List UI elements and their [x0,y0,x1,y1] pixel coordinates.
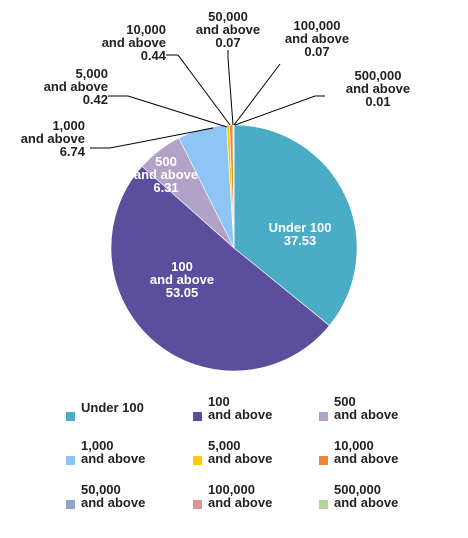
legend-swatch-7 [66,500,75,509]
legend-swatch-1 [66,412,75,421]
legend-label-1: Under 100 [81,400,144,415]
legend-label-7: 50,000 and above [81,482,145,510]
legend-swatch-4 [66,456,75,465]
slice-label-6: 10,000 and above 0.44 [102,22,167,63]
legend-swatch-5 [193,456,202,465]
slice-label-4: 1,000 and above 6.74 [21,118,86,159]
slice-label-1: Under 100 37.53 [269,220,332,248]
legend-label-3: 500 and above [334,394,398,422]
leader-line-8 [233,63,281,126]
slice-label-8: 100,000 and above 0.07 [285,18,349,59]
legend-label-2: 100 and above [208,394,272,422]
slice-label-5: 5,000 and above 0.42 [44,66,108,107]
slice-label-9: 500,000 and above 0.01 [346,68,410,109]
legend-swatch-2 [193,412,202,421]
pie-slice-1 [233,124,358,327]
legend-label-9: 500,000 and above [334,482,398,510]
legend-swatch-3 [319,412,328,421]
pie-slice-2 [110,165,330,372]
legend-label-5: 5,000 and above [208,438,272,466]
slice-label-7: 50,000 and above 0.07 [196,9,260,50]
leader-line-5 [108,95,228,128]
legend-swatch-9 [319,500,328,509]
slice-label-3: 500 and above 6.31 [134,154,198,195]
legend-label-4: 1,000 and above [81,438,145,466]
leader-line-6 [166,54,231,126]
legend-swatch-8 [193,500,202,509]
leader-line-7 [227,50,234,126]
slice-label-2: 100 and above 53.05 [150,259,214,300]
legend-swatch-6 [319,456,328,465]
leader-line-4 [90,127,214,149]
legend-label-6: 10,000 and above [334,438,398,466]
leader-line-9 [234,95,325,126]
legend-label-8: 100,000 and above [208,482,272,510]
